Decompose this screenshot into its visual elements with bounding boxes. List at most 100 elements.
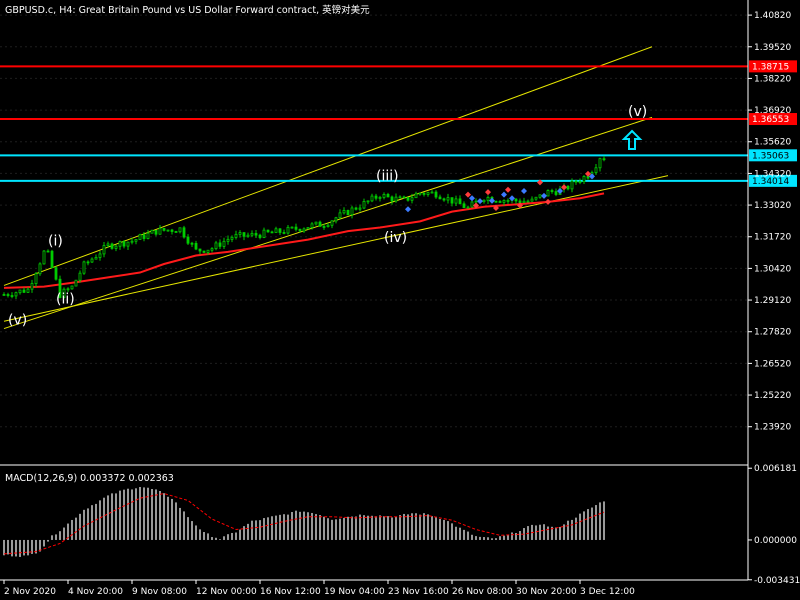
candle-body	[274, 228, 278, 233]
candle-body	[310, 223, 314, 228]
support-price-badge	[749, 174, 797, 187]
candle-body	[18, 289, 22, 294]
candle-body	[106, 243, 110, 246]
candle-body	[486, 197, 490, 201]
candle-body	[570, 180, 574, 190]
price-tick-label: 1.31720	[754, 233, 791, 243]
candle-body	[294, 226, 298, 230]
candle-body	[522, 200, 526, 203]
candle-body	[94, 257, 98, 260]
price-tick-label: 1.25220	[754, 391, 791, 401]
candle-body	[198, 248, 202, 252]
candle-body	[222, 240, 226, 247]
ma-line	[3, 192, 605, 289]
candles	[2, 155, 606, 299]
resistance-price-label: 1.36553	[752, 115, 789, 125]
candle-body	[338, 212, 342, 219]
price-tick-label: 1.36920	[754, 106, 791, 116]
chart-title: GBPUSD.c, H4: Great Britain Pound vs US …	[5, 4, 370, 16]
candle-body	[318, 221, 322, 227]
candle-body	[386, 194, 390, 198]
candle-body	[354, 207, 358, 210]
candle-body	[62, 288, 66, 298]
candle-body	[506, 199, 510, 202]
candle-body	[466, 206, 470, 209]
macd-signal-line	[3, 493, 605, 555]
candle-body	[258, 234, 262, 238]
diamond-marker	[501, 191, 507, 198]
diamond-marker	[465, 191, 471, 198]
horizontal-levels[interactable]: 1.38715 1.36553 1.35063 1.34014	[0, 60, 797, 187]
candle-body	[262, 229, 266, 238]
diamond-marker	[477, 198, 483, 205]
macd-panel	[3, 486, 605, 557]
candle-body	[330, 220, 334, 226]
candle-body	[134, 239, 138, 242]
candle-body	[130, 240, 134, 243]
time-tick-label: 4 Nov 20:00	[68, 587, 123, 597]
candle-body	[26, 288, 30, 293]
candle-body	[6, 294, 10, 296]
candle-body	[518, 200, 522, 203]
diamond-marker	[545, 198, 551, 205]
diamond-marker	[557, 187, 563, 194]
candle-body	[326, 224, 330, 227]
resistance-price-badge	[749, 60, 797, 73]
diamond-marker	[485, 189, 491, 196]
time-tick-label: 16 Nov 12:00	[260, 587, 321, 597]
candle-body	[118, 241, 122, 247]
candle-body	[178, 227, 182, 233]
candle-body	[438, 196, 442, 200]
candle-body	[314, 221, 318, 225]
macd-tick-label: 0.006181	[754, 464, 797, 474]
candle-body	[270, 231, 274, 234]
candle-body	[442, 198, 446, 201]
grid	[0, 14, 748, 428]
candle-body	[574, 180, 578, 183]
candle-body	[374, 195, 378, 199]
candle-body	[454, 198, 458, 204]
candle-body	[162, 227, 166, 231]
price-tick-label: 1.29120	[754, 296, 791, 306]
candle-body	[458, 198, 462, 205]
candle-body	[138, 234, 142, 240]
price-tick-label: 1.33020	[754, 201, 791, 211]
candle-body	[390, 196, 394, 202]
candle-body	[98, 253, 102, 258]
candle-body	[142, 234, 146, 239]
macd-label: MACD(12,26,9) 0.003372 0.002363	[5, 473, 174, 484]
candle-body	[158, 227, 162, 235]
candle-body	[238, 232, 242, 235]
candle-body	[322, 226, 326, 228]
candle-body	[370, 195, 374, 202]
resistance-price-label: 1.38715	[752, 62, 789, 72]
candle-body	[110, 243, 114, 249]
up-arrow-icon	[621, 129, 643, 151]
candle-body	[546, 190, 550, 197]
candle-body	[30, 283, 34, 290]
support-price-badge	[749, 149, 797, 162]
diamond-marker	[521, 187, 527, 194]
time-tick-label: 2 Nov 2020	[4, 587, 56, 597]
candle-body	[50, 250, 54, 269]
candle-body	[474, 200, 478, 203]
candle-body	[382, 194, 386, 198]
candle-body	[422, 192, 426, 195]
diamond-marker	[509, 195, 515, 202]
price-tick-label: 1.26520	[754, 359, 791, 369]
candle-body	[402, 196, 406, 199]
candle-body	[394, 196, 398, 202]
candle-body	[78, 272, 82, 281]
candle-body	[366, 200, 370, 203]
diamond-marker	[517, 202, 523, 209]
diamond-marker	[493, 204, 499, 211]
diamond-marker	[505, 186, 511, 193]
time-tick-label: 23 Nov 16:00	[388, 587, 449, 597]
candle-body	[190, 242, 194, 245]
arrow-annotations	[621, 129, 643, 151]
candle-body	[202, 250, 206, 253]
candle-body	[266, 229, 270, 233]
wave-label: (v)	[628, 104, 647, 120]
